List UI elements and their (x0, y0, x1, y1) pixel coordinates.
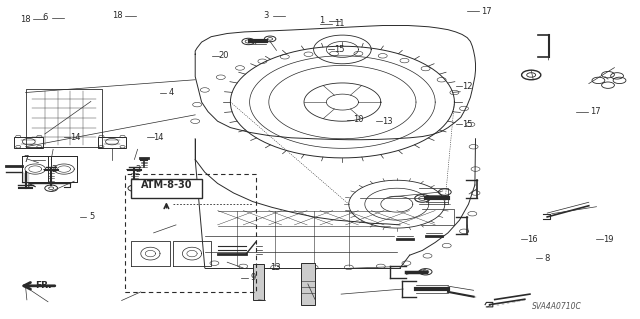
Text: 17: 17 (481, 7, 492, 16)
Text: 19: 19 (603, 235, 613, 244)
Text: 5: 5 (89, 212, 94, 221)
Text: 7: 7 (23, 155, 28, 164)
Text: 2: 2 (52, 165, 57, 174)
Text: 9: 9 (250, 273, 255, 282)
Bar (253, 264, 264, 300)
Text: 15: 15 (334, 45, 344, 54)
Text: 10: 10 (353, 115, 364, 124)
Text: 14: 14 (70, 133, 81, 142)
Text: 16: 16 (527, 235, 538, 244)
Text: 17: 17 (590, 107, 600, 116)
Text: 18: 18 (20, 15, 31, 24)
Bar (131, 179, 202, 198)
Text: 18: 18 (112, 11, 122, 20)
Text: 11: 11 (334, 19, 344, 28)
Text: 2: 2 (135, 165, 140, 174)
Bar (125, 174, 256, 292)
Text: 13: 13 (270, 263, 280, 272)
Text: 1: 1 (319, 16, 324, 25)
Text: 20: 20 (219, 51, 229, 60)
Text: 3: 3 (263, 11, 268, 20)
Text: 8: 8 (545, 254, 550, 263)
Text: 6: 6 (42, 13, 47, 22)
Text: 13: 13 (382, 117, 392, 126)
Bar (97, 137, 127, 148)
Text: 4: 4 (169, 88, 174, 97)
Text: 14: 14 (154, 133, 164, 142)
Text: ATM-8-30: ATM-8-30 (141, 180, 192, 190)
Text: 12: 12 (462, 82, 472, 91)
Bar (301, 263, 315, 305)
Bar (14, 137, 44, 148)
Text: 15: 15 (462, 120, 472, 129)
Text: SVA4A0710C: SVA4A0710C (532, 302, 582, 311)
Text: FR.: FR. (35, 281, 52, 290)
